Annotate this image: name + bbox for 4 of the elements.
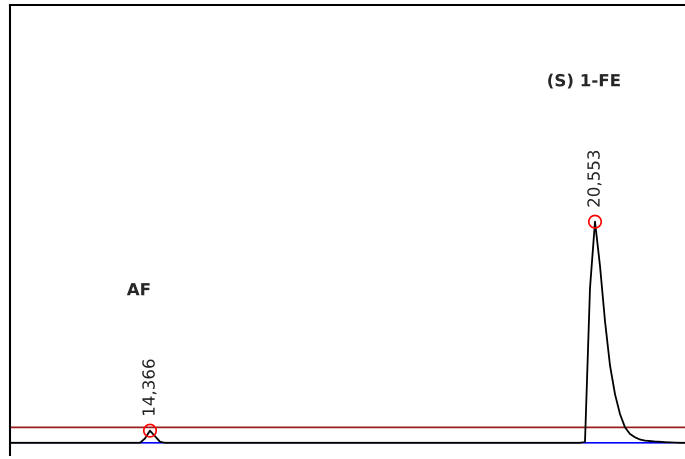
- text: (S) 1-FE: [548, 74, 620, 88]
- annotation: AF: [126, 283, 150, 296]
- text: 20,553: [587, 150, 602, 207]
- annotation: 14,366: [142, 360, 157, 415]
